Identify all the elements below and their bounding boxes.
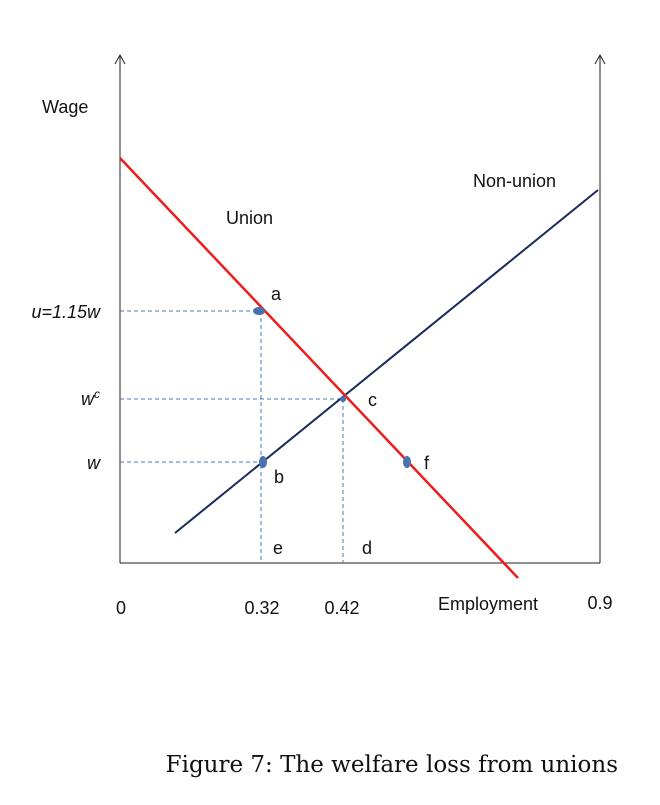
non-union-label: Non-union xyxy=(473,171,556,191)
x-tick-label: 0.42 xyxy=(324,598,359,618)
x-tick-label: 0 xyxy=(116,598,126,618)
axes xyxy=(114,53,606,564)
guides xyxy=(120,310,344,563)
union-label: Union xyxy=(226,208,273,228)
y-label: Wage xyxy=(42,97,88,117)
arrow xyxy=(114,53,126,65)
arrow xyxy=(594,53,606,65)
points xyxy=(253,307,411,468)
competitive-wage-label: wc xyxy=(81,387,100,409)
point-label: c xyxy=(368,390,377,410)
non-union-line xyxy=(174,189,599,534)
point-c xyxy=(340,396,346,402)
point-label: e xyxy=(273,538,283,558)
x-tick-label: 0.32 xyxy=(244,598,279,618)
point-label: a xyxy=(271,284,282,304)
point-b xyxy=(259,456,267,468)
wage-label: w xyxy=(87,453,101,473)
union-wage-label: u=1.15w xyxy=(31,302,101,322)
label-sup: c xyxy=(94,387,100,401)
point-a xyxy=(253,307,265,315)
point-f xyxy=(403,456,411,468)
point-label: f xyxy=(424,453,430,473)
label-text: w xyxy=(81,389,95,409)
caption: Figure 7: The welfare loss from unions xyxy=(166,752,618,778)
x-tick-label: 0.9 xyxy=(587,593,612,613)
union-line xyxy=(119,157,519,579)
x-label: Employment xyxy=(438,594,538,614)
point-label: b xyxy=(274,467,284,487)
point-label: d xyxy=(362,538,372,558)
